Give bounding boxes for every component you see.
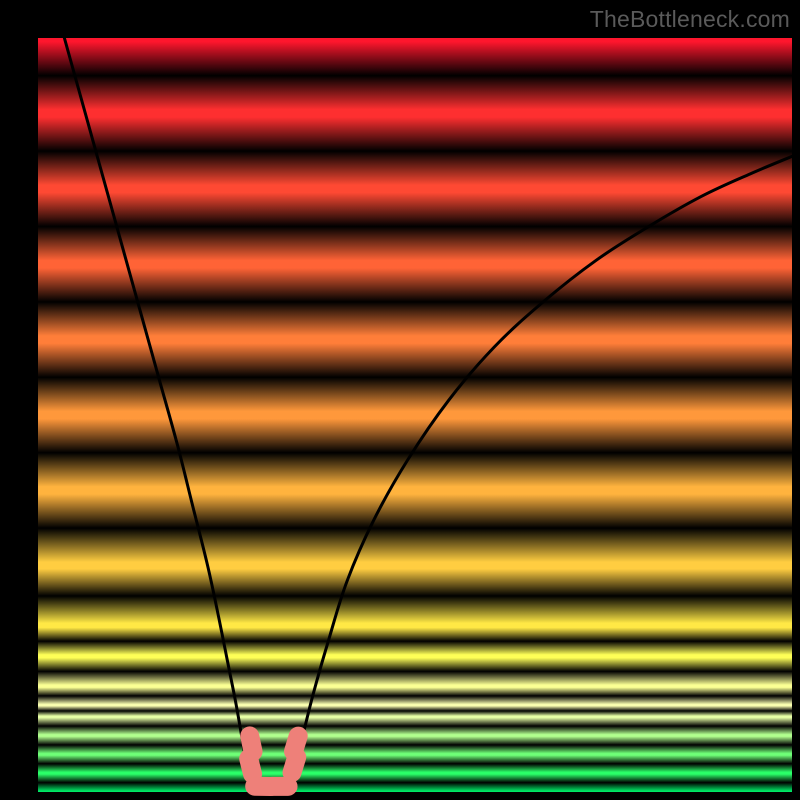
attribution-label: TheBottleneck.com [590,6,790,33]
curve-layer [38,38,792,792]
chart-wrap: TheBottleneck.com [0,0,800,800]
curve-left [64,38,256,784]
trough-markers-group [238,725,310,796]
curve-right [287,156,792,784]
plot-area [38,38,792,792]
curves-group [64,38,792,784]
